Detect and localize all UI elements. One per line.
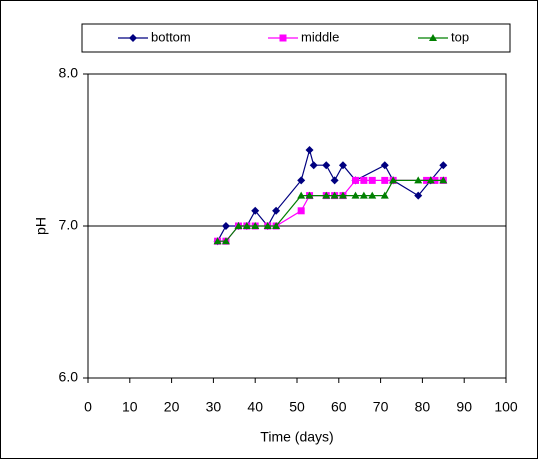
marker	[368, 191, 377, 199]
legend-label: bottom	[151, 29, 191, 44]
y-tick-label: 7.0	[59, 217, 79, 233]
marker	[297, 176, 306, 185]
marker	[322, 161, 331, 170]
marker	[251, 206, 260, 215]
marker	[381, 176, 389, 184]
marker	[380, 191, 389, 199]
marker	[389, 176, 398, 184]
marker	[359, 191, 368, 199]
marker	[380, 161, 389, 170]
marker	[330, 191, 339, 199]
x-tick-label: 90	[456, 399, 472, 415]
marker	[309, 161, 318, 170]
marker	[297, 207, 305, 215]
marker	[439, 161, 448, 170]
x-tick-label: 50	[289, 399, 305, 415]
y-tick-label: 6.0	[59, 369, 79, 385]
y-axis-title: pH	[33, 217, 49, 235]
marker	[221, 222, 230, 230]
x-tick-label: 30	[206, 399, 222, 415]
marker	[213, 237, 222, 245]
marker	[429, 34, 437, 41]
x-tick-label: 40	[247, 399, 263, 415]
x-tick-label: 20	[164, 399, 180, 415]
marker	[305, 191, 314, 199]
marker	[272, 222, 281, 229]
x-tick-label: 100	[494, 399, 518, 415]
marker	[330, 176, 339, 185]
legend-label: middle	[301, 29, 339, 44]
x-tick-label: 80	[415, 399, 431, 415]
marker	[338, 191, 347, 199]
marker	[129, 34, 137, 42]
x-tick-label: 60	[331, 399, 347, 415]
x-tick-label: 10	[122, 399, 138, 415]
marker	[360, 176, 368, 184]
marker	[305, 146, 314, 154]
marker	[242, 222, 251, 229]
marker	[263, 222, 272, 229]
marker	[234, 222, 243, 229]
x-tick-label: 0	[84, 399, 92, 415]
x-axis-title: Time (days)	[260, 429, 333, 445]
marker	[426, 176, 435, 184]
marker	[251, 222, 260, 229]
marker	[221, 237, 230, 245]
marker	[439, 176, 448, 184]
marker	[368, 176, 376, 184]
marker	[338, 161, 347, 170]
legend-label: top	[451, 29, 469, 44]
marker	[322, 191, 331, 199]
y-tick-label: 8.0	[59, 65, 79, 81]
marker	[272, 206, 281, 215]
x-tick-label: 70	[373, 399, 389, 415]
marker	[297, 191, 306, 199]
marker	[279, 34, 287, 42]
marker	[414, 176, 423, 184]
marker	[414, 191, 423, 200]
marker	[351, 191, 360, 199]
marker	[352, 176, 360, 184]
